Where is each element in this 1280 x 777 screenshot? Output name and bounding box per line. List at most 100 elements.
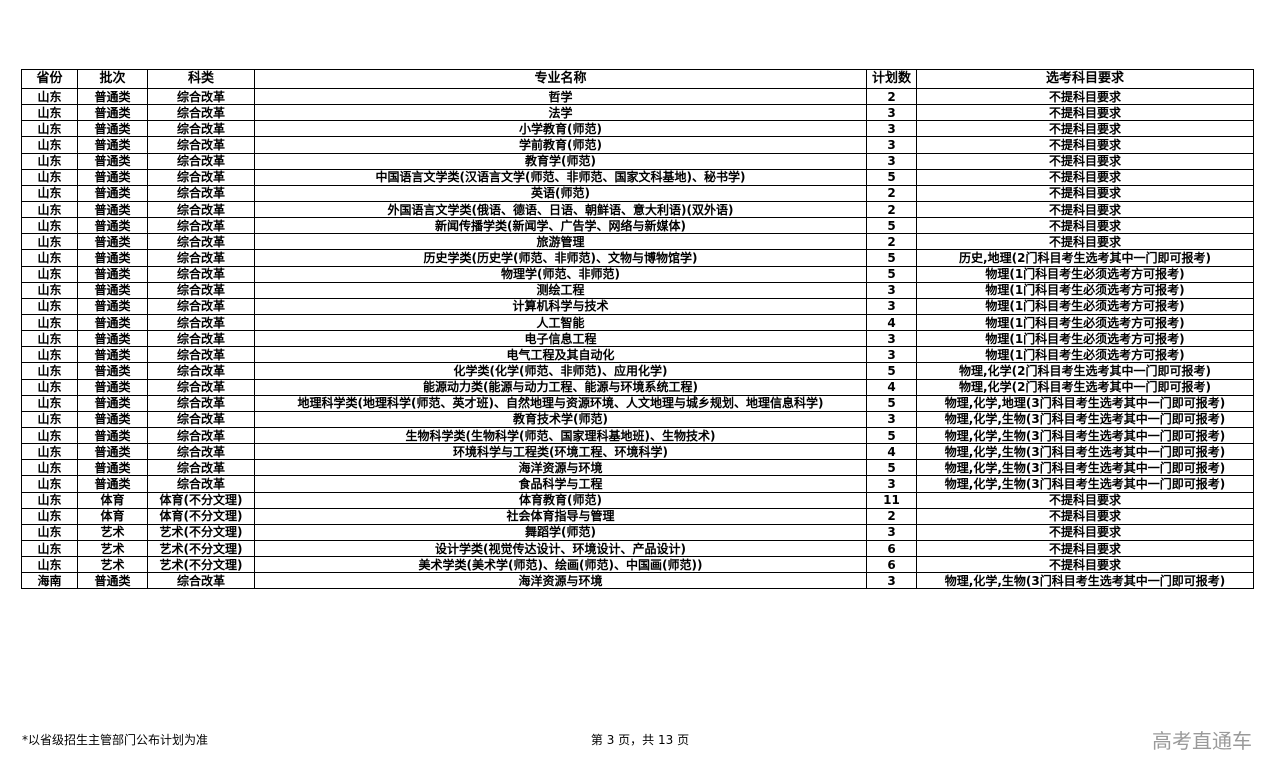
cell-category: 综合改革 — [147, 410, 255, 428]
table-row: 山东 普通类 综合改革 外国语言文学类(俄语、德语、日语、朝鲜语、意大利语)(双外语)… — [21, 200, 1254, 219]
cell-major: 测绘工程 — [254, 281, 867, 299]
cell-category: 综合改革 — [147, 265, 255, 283]
cell-subject-requirement: 不提科目要求 — [916, 200, 1254, 219]
cell-category: 综合改革 — [147, 297, 255, 315]
cell-category: 体育(不分文理) — [147, 507, 255, 525]
cell-plan-count: 6 — [866, 539, 917, 558]
cell-category: 综合改革 — [147, 313, 255, 332]
cell-batch: 艺术 — [77, 556, 148, 574]
table-row: 山东 普通类 综合改革 法学 3 不提科目要求 — [21, 104, 1254, 122]
cell-category: 体育(不分文理) — [147, 491, 255, 509]
cell-plan-count: 3 — [866, 120, 917, 138]
table-row: 山东 体育 体育(不分文理) 体育教育(师范) 11 不提科目要求 — [21, 491, 1254, 509]
cell-batch: 普通类 — [77, 87, 148, 106]
cell-subject-requirement: 物理(1门科目考生必须选考方可报考) — [916, 330, 1254, 348]
cell-batch: 普通类 — [77, 426, 148, 445]
cell-subject-requirement: 不提科目要求 — [916, 87, 1254, 106]
table-row: 山东 普通类 综合改革 小学教育(师范) 3 不提科目要求 — [21, 120, 1254, 138]
cell-category: 综合改革 — [147, 233, 255, 251]
cell-province: 山东 — [21, 281, 78, 299]
cell-category: 综合改革 — [147, 459, 255, 477]
cell-province: 山东 — [21, 104, 78, 122]
cell-subject-requirement: 物理,化学,生物(3门科目考生选考其中一门即可报考) — [916, 426, 1254, 445]
cell-batch: 艺术 — [77, 523, 148, 541]
cell-plan-count: 3 — [866, 152, 917, 170]
cell-plan-count: 5 — [866, 459, 917, 477]
cell-major: 环境科学与工程类(环境工程、环境科学) — [254, 443, 867, 461]
table-row: 山东 艺术 艺术(不分文理) 美术学类(美术学(师范)、绘画(师范)、中国画(师范))… — [21, 556, 1254, 574]
cell-batch: 普通类 — [77, 459, 148, 477]
cell-batch: 普通类 — [77, 297, 148, 315]
cell-major: 历史学类(历史学(师范、非师范)、文物与博物馆学) — [254, 249, 867, 267]
cell-major: 美术学类(美术学(师范)、绘画(师范)、中国画(师范)) — [254, 556, 867, 574]
table-row: 山东 普通类 综合改革 地理科学类(地理科学(师范、英才班)、自然地理与资源环境、人文… — [21, 394, 1254, 412]
cell-plan-count: 5 — [866, 168, 917, 186]
cell-province: 山东 — [21, 443, 78, 461]
cell-major: 英语(师范) — [254, 184, 867, 202]
cell-subject-requirement: 物理(1门科目考生必须选考方可报考) — [916, 346, 1254, 364]
cell-category: 综合改革 — [147, 87, 255, 106]
cell-plan-count: 3 — [866, 572, 917, 590]
cell-category: 艺术(不分文理) — [147, 539, 255, 558]
cell-major: 能源动力类(能源与动力工程、能源与环境系统工程) — [254, 378, 867, 396]
cell-subject-requirement: 不提科目要求 — [916, 152, 1254, 170]
cell-major: 小学教育(师范) — [254, 120, 867, 138]
cell-category: 综合改革 — [147, 249, 255, 267]
cell-subject-requirement: 物理(1门科目考生必须选考方可报考) — [916, 281, 1254, 299]
cell-major: 人工智能 — [254, 313, 867, 332]
cell-category: 综合改革 — [147, 362, 255, 380]
cell-province: 山东 — [21, 539, 78, 558]
table-row: 山东 普通类 综合改革 旅游管理 2 不提科目要求 — [21, 233, 1254, 251]
table-row: 山东 普通类 综合改革 人工智能 4 物理(1门科目考生必须选考方可报考) — [21, 313, 1254, 332]
cell-batch: 普通类 — [77, 249, 148, 267]
cell-subject-requirement: 物理(1门科目考生必须选考方可报考) — [916, 265, 1254, 283]
cell-category: 综合改革 — [147, 136, 255, 154]
cell-category: 综合改革 — [147, 217, 255, 235]
cell-province: 山东 — [21, 330, 78, 348]
header-province: 省份 — [21, 69, 78, 89]
cell-batch: 普通类 — [77, 313, 148, 332]
table-body: 山东 普通类 综合改革 哲学 2 不提科目要求 山东 普通类 综合改革 法学 3 不提科目要求 山东 普通… — [21, 87, 1254, 590]
cell-plan-count: 5 — [866, 217, 917, 235]
cell-subject-requirement: 不提科目要求 — [916, 507, 1254, 525]
cell-plan-count: 2 — [866, 233, 917, 251]
cell-batch: 普通类 — [77, 443, 148, 461]
cell-category: 综合改革 — [147, 330, 255, 348]
header-batch: 批次 — [77, 69, 148, 89]
cell-batch: 普通类 — [77, 410, 148, 428]
cell-province: 山东 — [21, 378, 78, 396]
cell-plan-count: 5 — [866, 249, 917, 267]
cell-category: 综合改革 — [147, 120, 255, 138]
cell-plan-count: 2 — [866, 507, 917, 525]
cell-plan-count: 3 — [866, 297, 917, 315]
cell-subject-requirement: 物理,化学,地理(3门科目考生选考其中一门即可报考) — [916, 394, 1254, 412]
cell-province: 山东 — [21, 200, 78, 219]
cell-plan-count: 3 — [866, 523, 917, 541]
cell-subject-requirement: 物理(1门科目考生必须选考方可报考) — [916, 313, 1254, 332]
cell-province: 山东 — [21, 491, 78, 509]
table-row: 山东 普通类 综合改革 海洋资源与环境 5 物理,化学,生物(3门科目考生选考其中一门即可… — [21, 459, 1254, 477]
cell-province: 山东 — [21, 523, 78, 541]
table-row: 山东 普通类 综合改革 环境科学与工程类(环境工程、环境科学) 4 物理,化学,生物(3门… — [21, 443, 1254, 461]
cell-plan-count: 3 — [866, 410, 917, 428]
cell-subject-requirement: 历史,地理(2门科目考生选考其中一门即可报考) — [916, 249, 1254, 267]
cell-province: 山东 — [21, 297, 78, 315]
cell-subject-requirement: 不提科目要求 — [916, 233, 1254, 251]
cell-subject-requirement: 不提科目要求 — [916, 120, 1254, 138]
cell-plan-count: 4 — [866, 378, 917, 396]
cell-major: 电气工程及其自动化 — [254, 346, 867, 364]
table-row: 山东 普通类 综合改革 历史学类(历史学(师范、非师范)、文物与博物馆学) 5 历史,地理… — [21, 249, 1254, 267]
table-row: 山东 普通类 综合改革 物理学(师范、非师范) 5 物理(1门科目考生必须选考方可报考) — [21, 265, 1254, 283]
cell-category: 综合改革 — [147, 104, 255, 122]
table-row: 山东 普通类 综合改革 学前教育(师范) 3 不提科目要求 — [21, 136, 1254, 154]
cell-batch: 体育 — [77, 507, 148, 525]
cell-batch: 普通类 — [77, 152, 148, 170]
cell-province: 山东 — [21, 136, 78, 154]
cell-subject-requirement: 不提科目要求 — [916, 491, 1254, 509]
cell-batch: 普通类 — [77, 330, 148, 348]
page-number: 第 3 页，共 13 页 — [590, 733, 690, 747]
cell-province: 山东 — [21, 313, 78, 332]
cell-major: 物理学(师范、非师范) — [254, 265, 867, 283]
brand-watermark: 高考直通车 — [1152, 729, 1252, 753]
cell-subject-requirement: 不提科目要求 — [916, 539, 1254, 558]
